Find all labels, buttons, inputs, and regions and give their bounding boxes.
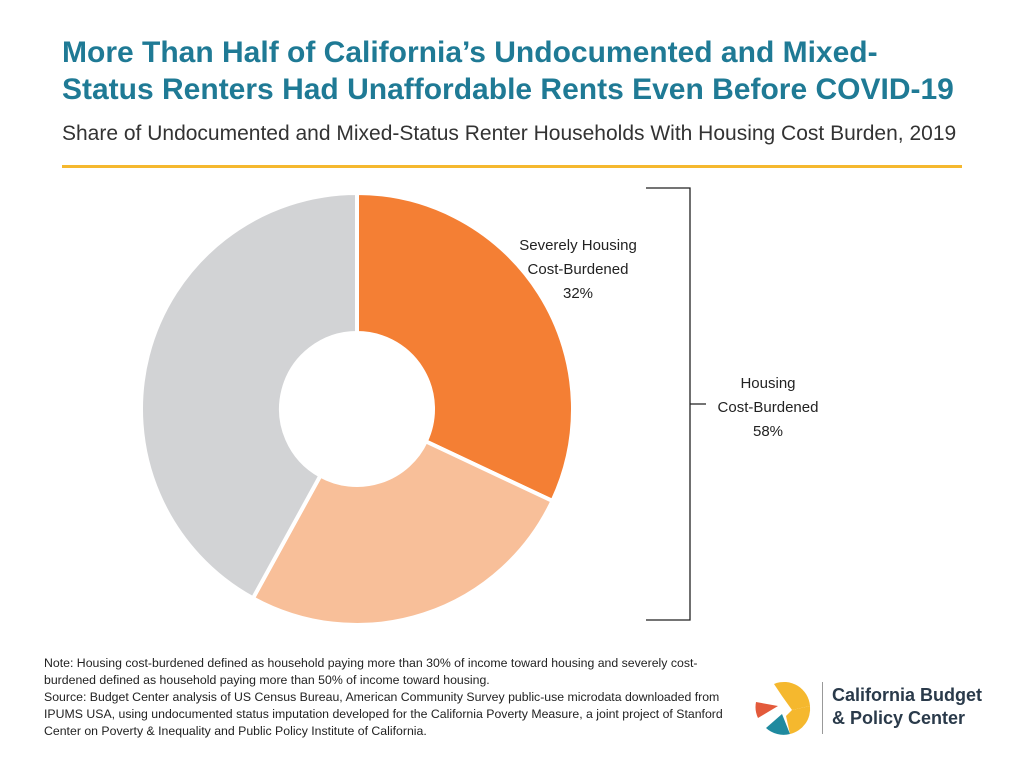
- logo-line-1: California Budget: [832, 685, 983, 705]
- bracket-line: [646, 187, 706, 621]
- donut-slice-3: [139, 190, 359, 602]
- cost-burdened-bracket: Housing Cost-Burdened 58%: [646, 187, 819, 621]
- severe-slice-label: Severely Housing Cost-Burdened 32%: [519, 237, 637, 302]
- logo-wordmark: California Budget & Policy Center: [832, 684, 982, 730]
- source-text: Source: Budget Center analysis of US Cen…: [44, 690, 723, 738]
- donut-chart: Severely Housing Cost-Burdened 32% Housi…: [139, 187, 819, 627]
- title-line-1: More Than Half of California’s Undocumen…: [62, 36, 878, 69]
- donut-slice-1: [355, 190, 575, 504]
- cbpc-logo-icon: [755, 681, 811, 735]
- title-line-2: Status Renters Had Unaffordable Rents Ev…: [62, 73, 954, 106]
- severe-label-line-2: Cost-Burdened: [528, 261, 629, 278]
- donut-slice-2: [250, 438, 556, 627]
- bracket-label-value: 58%: [753, 423, 783, 440]
- severe-label-line-1: Severely Housing: [519, 237, 637, 254]
- logo-line-2: & Policy Center: [832, 708, 966, 728]
- bracket-label-line-1: Housing: [740, 375, 795, 392]
- logo-divider: [822, 682, 823, 734]
- chart-title: More Than Half of California’s Undocumen…: [62, 34, 1002, 108]
- title-divider: [62, 165, 962, 168]
- severe-label-value: 32%: [563, 285, 593, 302]
- donut-slices: [139, 190, 575, 627]
- chart-subtitle: Share of Undocumented and Mixed-Status R…: [62, 122, 957, 145]
- notes-block: Note: Housing cost-burdened defined as h…: [44, 655, 734, 740]
- bracket-label-line-2: Cost-Burdened: [718, 399, 819, 416]
- note-text: Note: Housing cost-burdened defined as h…: [44, 656, 698, 687]
